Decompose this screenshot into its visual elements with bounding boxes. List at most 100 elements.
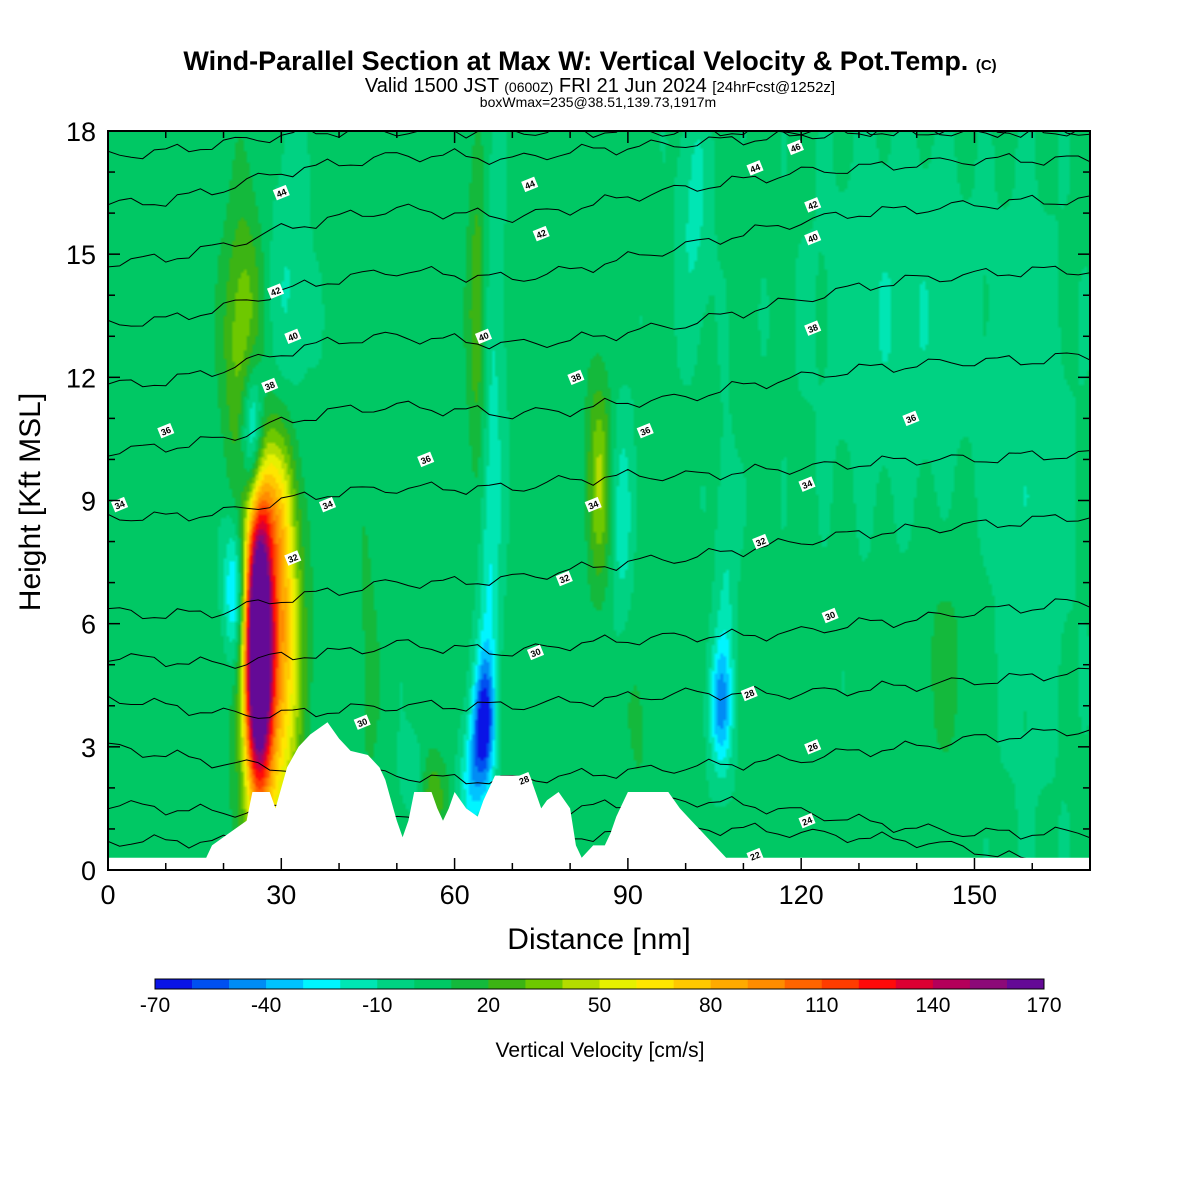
colorbar-frame [154,978,1045,990]
isentrope-label: 34 [798,476,816,492]
colorbar-tick-label: 110 [805,994,838,1017]
isentrope-label: 36 [902,410,920,427]
isentrope-label: 36 [636,422,654,439]
svg-text:32: 32 [754,536,767,549]
colorbar-swatch [266,979,304,989]
colorbar-tick-label: 20 [477,994,500,1017]
isentrope-line [108,131,1077,160]
colorbar-swatch [340,979,378,989]
svg-text:44: 44 [749,162,762,175]
svg-text:40: 40 [286,330,299,343]
isentrope-label: 42 [266,283,285,299]
svg-text:34: 34 [113,499,126,512]
colorbar-label: Vertical Velocity [cm/s] [496,1039,705,1062]
y-tick-label: 3 [81,733,96,763]
chart-subtitle: Valid 1500 JST (0600Z) FRI 21 Jun 2024 [… [365,75,835,97]
svg-text:36: 36 [159,425,172,438]
x-tick-label: 0 [100,880,115,910]
isentrope-label: 28 [740,685,758,702]
colorbar-swatch [673,979,711,989]
colorbar-swatch [525,979,563,989]
isentrope-label: 42 [804,197,822,213]
x-tick-label: 120 [779,880,824,910]
isentrope-label: 30 [526,644,545,661]
isentrope-label: 32 [752,533,770,550]
isentrope-line [108,598,1090,669]
svg-text:44: 44 [275,187,288,200]
svg-text:28: 28 [518,774,531,787]
svg-text:36: 36 [639,425,652,438]
svg-text:38: 38 [263,379,276,392]
colorbar-tick-label: -70 [140,994,170,1017]
terrain-mask [108,722,1090,870]
isentrope-label: 30 [353,714,371,730]
svg-text:40: 40 [477,330,490,343]
svg-text:40: 40 [806,232,819,245]
isentrope-line [108,728,1090,785]
colorbar-swatch [858,979,897,989]
colorbar: -70 -40 -10 20 50 80 110 140 170 [140,978,1062,1017]
svg-text:46: 46 [789,141,802,154]
svg-text:30: 30 [356,716,369,729]
isentrope-label: 40 [474,328,493,345]
svg-text:26: 26 [806,741,819,754]
y-tick-label: 6 [81,610,96,640]
isentrope-label: 40 [804,229,822,246]
colorbar-swatch [562,979,600,989]
colorbar-swatch [895,979,934,989]
svg-text:30: 30 [529,646,542,659]
isentrope-label: 44 [521,176,539,193]
isentrope-line [108,450,1090,522]
isentrope-label: 38 [567,369,585,386]
y-tick-label: 15 [66,240,96,270]
isentrope-line [108,514,1090,620]
svg-text:42: 42 [535,228,548,241]
isentrope-line [108,667,1090,719]
isentrope-line [108,131,1090,207]
colorbar-swatch [747,979,786,989]
svg-text:34: 34 [321,499,334,512]
colorbar-swatch [932,979,971,989]
isentrope-line [108,352,1090,457]
isentrope-label: 46 [786,139,804,156]
x-tick-label: 60 [440,880,470,910]
isentrope-label: 40 [284,328,302,345]
svg-text:34: 34 [587,499,600,512]
isentrope-label: 34 [318,496,337,513]
isentrope-label: 28 [515,771,533,788]
colorbar-swatch [599,979,637,989]
svg-text:34: 34 [801,478,814,491]
isentrope-label: 38 [804,320,822,336]
svg-text:44: 44 [523,178,536,191]
svg-text:28: 28 [743,687,756,700]
svg-text:32: 32 [558,572,571,585]
svg-text:42: 42 [269,285,282,298]
isentrope-label: 36 [417,451,435,468]
y-tick-label: 18 [66,117,96,147]
colorbar-tick-label: -40 [251,994,281,1017]
y-axis-label: Height [Kft MSL] [14,393,47,611]
colorbar-swatch [710,979,748,989]
isentrope-line [108,153,1090,268]
colorbar-swatch [784,979,823,989]
colorbar-swatch [636,979,674,989]
isentrope-label: 22 [746,847,764,864]
colorbar-swatch [821,979,860,989]
colorbar-tick-label: 170 [1026,994,1061,1017]
isentrope-label: 36 [157,422,175,439]
colorbar-swatch [1006,979,1045,989]
colorbar-swatch [414,979,452,989]
y-tick-label: 12 [66,363,96,393]
svg-text:30: 30 [824,609,837,622]
colorbar-swatch [192,979,230,989]
colorbar-swatch [488,979,526,989]
isentrope-label: 38 [261,377,279,394]
colorbar-tick-label: -10 [362,994,392,1017]
isentrope-label: 44 [272,184,290,201]
x-axis-label: Distance [nm] [507,923,690,956]
isentrope-line [108,265,1090,388]
svg-text:32: 32 [286,552,299,565]
x-tick-label: 90 [613,880,643,910]
